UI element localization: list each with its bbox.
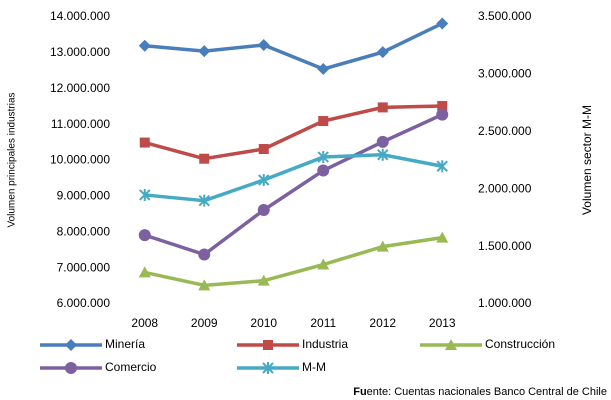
marker <box>258 144 269 155</box>
marker <box>377 148 389 161</box>
source-bold: Fu <box>353 386 366 398</box>
marker <box>436 17 449 30</box>
y-tick-label: 13.000.000 <box>50 45 110 59</box>
legend-item: Construcción <box>420 337 555 351</box>
marker <box>65 339 77 351</box>
marker <box>262 362 274 374</box>
y-tick-label: 14.000.000 <box>50 9 110 23</box>
marker <box>65 362 77 374</box>
y-tick-label: 11.000.000 <box>51 117 110 131</box>
legend-item: M-M <box>237 360 326 374</box>
marker <box>317 63 330 76</box>
legend-label: Minería <box>105 337 145 351</box>
marker <box>257 204 270 217</box>
x-tick-label: 2013 <box>429 316 456 330</box>
y2-axis-title: Volumen sector M-M <box>580 105 594 215</box>
marker <box>318 116 329 127</box>
marker <box>198 248 211 261</box>
legend-item: Industria <box>237 337 348 351</box>
marker <box>139 188 151 201</box>
y2-tick-label: 3.500.000 <box>478 9 532 23</box>
marker <box>263 340 273 350</box>
marker <box>138 266 151 278</box>
x-tick-label: 2010 <box>250 316 277 330</box>
legend-label: Industria <box>302 337 348 351</box>
legend-item: Minería <box>40 337 145 351</box>
y2-tick-label: 2.000.000 <box>478 181 532 195</box>
y-tick-label: 7.000.000 <box>57 260 111 274</box>
legend-label: Construcción <box>485 337 555 351</box>
source-rest: ente: Cuentas nacionales Banco Central d… <box>367 386 607 398</box>
marker <box>199 153 210 164</box>
marker <box>436 160 448 173</box>
series-line <box>144 112 443 257</box>
y2-tick-label: 3.000.000 <box>478 67 532 81</box>
x-tick-label: 2011 <box>310 316 336 330</box>
marker <box>376 240 389 252</box>
marker <box>436 231 449 243</box>
y-tick-label: 9.000.000 <box>57 189 111 203</box>
marker <box>376 135 389 148</box>
series-line <box>144 21 444 71</box>
marker <box>317 258 330 270</box>
marker <box>198 45 211 58</box>
x-tick-label: 2009 <box>191 316 218 330</box>
y-tick-label: 12.000.000 <box>50 81 110 95</box>
marker <box>257 274 270 286</box>
marker <box>139 137 150 148</box>
marker <box>437 100 448 111</box>
marker <box>377 102 388 113</box>
marker <box>138 39 151 52</box>
x-tick-label: 2012 <box>369 316 396 330</box>
y2-tick-label: 1.000.000 <box>478 296 532 310</box>
marker <box>257 38 270 51</box>
marker <box>138 229 151 242</box>
marker <box>198 279 211 291</box>
legend-label: M-M <box>302 360 326 374</box>
series-line <box>144 104 443 161</box>
source: Fuente: Cuentas nacionales Banco Central… <box>353 386 607 398</box>
marker <box>317 164 330 177</box>
y-tick-label: 10.000.000 <box>50 153 110 167</box>
marker <box>376 46 389 59</box>
series-line <box>144 235 443 288</box>
marker <box>445 339 457 350</box>
y-axis-title: Volumen principales industrias <box>7 92 18 227</box>
x-tick-label: 2008 <box>131 316 158 330</box>
marker <box>198 194 210 207</box>
y2-tick-label: 2.500.000 <box>478 124 532 138</box>
marker <box>317 151 329 164</box>
y-tick-label: 8.000.000 <box>57 224 111 238</box>
marker <box>258 174 270 187</box>
series-line <box>144 153 443 203</box>
marker <box>436 108 449 121</box>
legend-item: Comercio <box>40 360 157 374</box>
y-tick-label: 6.000.000 <box>57 296 111 310</box>
y2-tick-label: 1.500.000 <box>478 239 532 253</box>
legend-label: Comercio <box>105 360 157 374</box>
